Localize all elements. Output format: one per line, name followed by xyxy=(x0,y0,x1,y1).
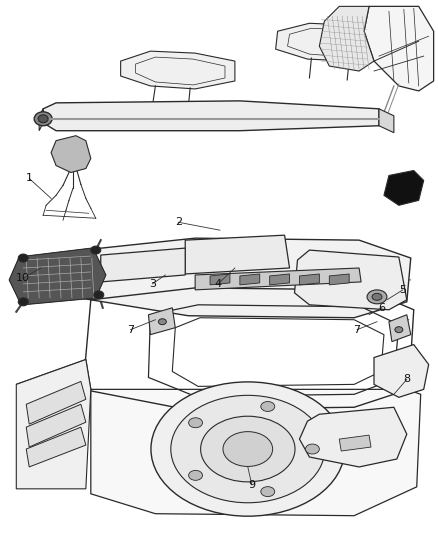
Polygon shape xyxy=(185,235,290,274)
Polygon shape xyxy=(384,171,424,205)
Polygon shape xyxy=(339,435,371,451)
Polygon shape xyxy=(270,274,290,285)
Polygon shape xyxy=(195,268,361,290)
Polygon shape xyxy=(276,23,384,61)
Ellipse shape xyxy=(151,382,345,516)
Ellipse shape xyxy=(395,327,403,333)
Polygon shape xyxy=(16,360,421,516)
Polygon shape xyxy=(9,248,106,305)
Ellipse shape xyxy=(171,395,325,503)
Text: 4: 4 xyxy=(215,279,222,289)
Text: 2: 2 xyxy=(175,217,182,227)
Ellipse shape xyxy=(305,444,319,454)
Polygon shape xyxy=(374,345,429,397)
Ellipse shape xyxy=(261,401,275,411)
Polygon shape xyxy=(210,274,230,285)
Polygon shape xyxy=(16,360,91,489)
Ellipse shape xyxy=(261,487,275,497)
Ellipse shape xyxy=(159,319,166,325)
Text: 9: 9 xyxy=(248,480,255,490)
Polygon shape xyxy=(300,274,319,285)
Ellipse shape xyxy=(223,432,273,466)
Ellipse shape xyxy=(38,115,48,123)
Text: 10: 10 xyxy=(16,273,30,283)
Polygon shape xyxy=(294,250,407,310)
Ellipse shape xyxy=(189,418,202,427)
Text: 5: 5 xyxy=(399,285,406,295)
Polygon shape xyxy=(26,427,86,467)
Ellipse shape xyxy=(372,293,382,300)
Polygon shape xyxy=(379,109,394,133)
Polygon shape xyxy=(51,136,91,173)
Polygon shape xyxy=(43,101,379,131)
Polygon shape xyxy=(26,382,86,424)
Ellipse shape xyxy=(189,471,202,480)
Ellipse shape xyxy=(18,298,28,306)
Polygon shape xyxy=(319,6,374,71)
Polygon shape xyxy=(79,238,411,318)
Text: 3: 3 xyxy=(149,279,156,289)
Polygon shape xyxy=(329,274,349,285)
Polygon shape xyxy=(389,315,411,342)
Text: 1: 1 xyxy=(26,173,33,183)
Text: 7: 7 xyxy=(353,325,360,335)
Ellipse shape xyxy=(18,254,28,262)
Ellipse shape xyxy=(94,291,104,299)
Polygon shape xyxy=(300,407,407,467)
Polygon shape xyxy=(240,274,260,285)
Ellipse shape xyxy=(367,290,387,304)
Polygon shape xyxy=(120,51,235,89)
Ellipse shape xyxy=(201,416,295,482)
Ellipse shape xyxy=(34,112,52,126)
Polygon shape xyxy=(101,248,185,282)
Polygon shape xyxy=(364,6,434,91)
Polygon shape xyxy=(9,248,106,305)
Text: 7: 7 xyxy=(127,325,134,335)
Polygon shape xyxy=(39,109,43,131)
Ellipse shape xyxy=(91,246,101,254)
Text: 6: 6 xyxy=(378,303,385,313)
Polygon shape xyxy=(148,308,175,335)
Text: 8: 8 xyxy=(403,374,410,384)
Polygon shape xyxy=(26,404,86,447)
